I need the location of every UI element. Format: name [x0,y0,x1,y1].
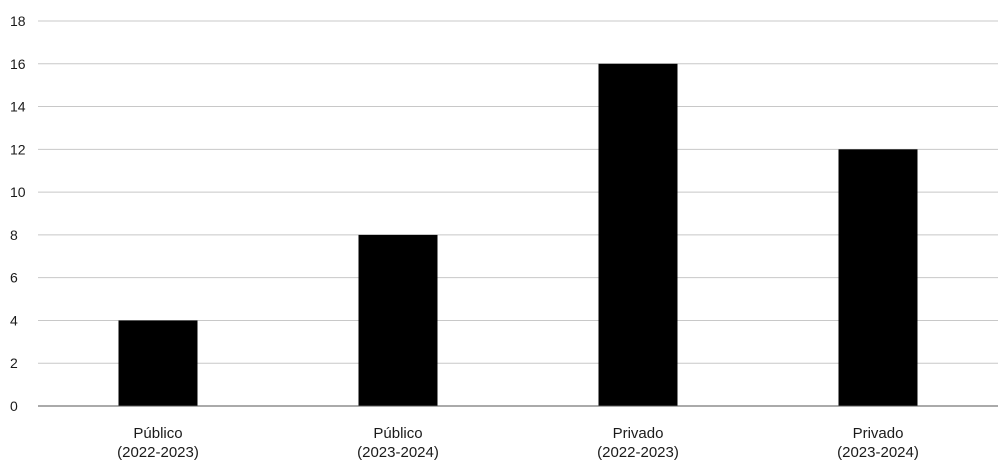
x-category-label: (2023-2024) [837,444,919,461]
bar [598,63,678,407]
y-tick-label: 10 [10,184,26,200]
y-tick-label: 2 [10,355,18,371]
y-tick-label: 18 [10,13,26,29]
x-category-label: (2022-2023) [597,444,679,461]
y-tick-label: 6 [10,270,18,286]
x-category-label: Privado [853,425,904,442]
x-axis-category-labels: Público (2022-2023) Público (2023-2024) Priv… [117,425,919,461]
bar [358,234,438,406]
y-tick-label: 0 [10,398,18,414]
y-axis-tick-labels: 0 2 4 6 8 10 12 14 16 18 [10,13,26,414]
x-category-label: Público [373,425,422,442]
y-tick-label: 8 [10,227,18,243]
bar [118,320,198,406]
bars [118,63,918,407]
bar [838,149,918,407]
y-tick-label: 4 [10,312,18,328]
y-tick-label: 16 [10,56,26,72]
x-category-label: Público [133,425,182,442]
x-category-label: Privado [613,425,664,442]
x-category-label: (2023-2024) [357,444,439,461]
x-category-label: (2022-2023) [117,444,199,461]
y-tick-label: 12 [10,141,26,157]
gridlines [38,20,998,364]
y-tick-label: 14 [10,99,26,115]
